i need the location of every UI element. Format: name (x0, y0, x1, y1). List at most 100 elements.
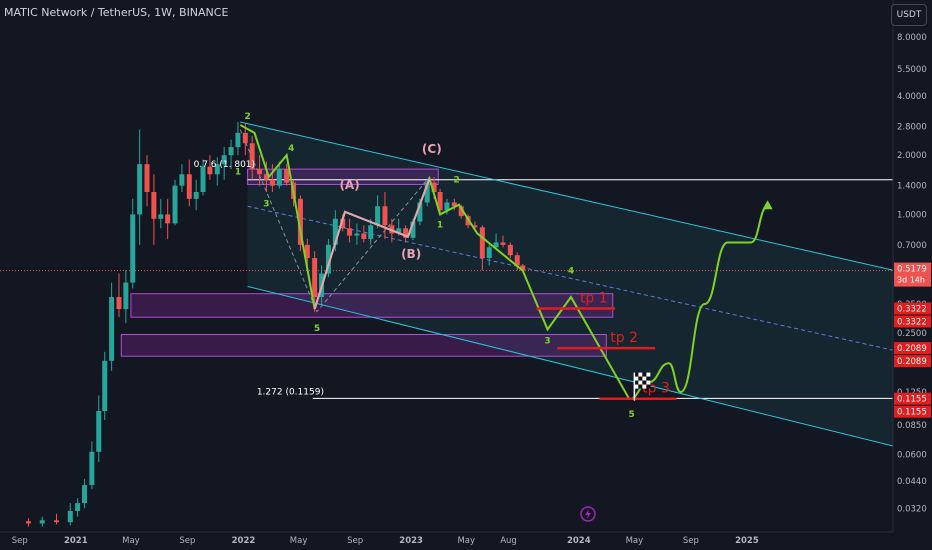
price-tag-value: 0.3322 (897, 304, 927, 314)
wave-label: 5 (314, 324, 320, 334)
wave-label: 1 (235, 167, 241, 177)
channel-line-1 (240, 121, 901, 273)
price-tag-value: 0.1155 (897, 408, 927, 418)
candle-body (137, 164, 143, 215)
price-tag (894, 342, 931, 355)
y-tick-label: 8.0000 (897, 33, 927, 43)
candle-body (458, 206, 464, 217)
candle-body (451, 202, 457, 207)
candle-body (249, 143, 255, 170)
x-tick-label: Sep (683, 536, 699, 546)
candle-countdown: 3d 14h (897, 276, 925, 285)
current-price-value: 0.5179 (897, 265, 927, 275)
time-axis[interactable] (0, 532, 932, 550)
candle-body (396, 228, 402, 234)
candle-body (257, 169, 263, 175)
fib-retracement-label: 0.7 6 (1. 801) (194, 160, 255, 170)
candle-body (242, 132, 248, 144)
candle-body (304, 244, 310, 259)
x-tick-label: May (290, 536, 308, 546)
y-tick-label: 4.0000 (897, 92, 927, 102)
candle-body (25, 521, 31, 524)
candle-body (207, 166, 213, 175)
candle-body (228, 147, 234, 156)
candle-body (486, 247, 492, 259)
candle-body (263, 174, 269, 180)
price-tag (894, 392, 931, 405)
wave-label: 4 (568, 267, 574, 277)
candle-body (297, 198, 303, 245)
candle-body (325, 244, 331, 274)
candle-body (382, 206, 388, 226)
y-tick-label: 2.8000 (897, 122, 927, 132)
wave-label: 1 (437, 220, 443, 230)
candle-body (269, 179, 275, 186)
candle-body (39, 520, 45, 524)
x-tick-label: May (626, 536, 644, 546)
price-tag-value: 0.2089 (897, 344, 927, 354)
candle-body (340, 218, 346, 229)
flag-square (634, 380, 639, 385)
x-tick-label: Sep (12, 536, 28, 546)
current-price-tag (894, 262, 931, 287)
abc-guide-line (239, 129, 430, 313)
flag-square (638, 372, 643, 377)
currency-unit-button[interactable]: USDT (891, 4, 927, 26)
y-tick-label: 0.7000 (897, 241, 927, 251)
candle-body (54, 520, 60, 523)
wave-label: (B) (401, 247, 421, 261)
candle-body (67, 510, 73, 523)
candle-body (75, 503, 81, 511)
wave-label: 3 (263, 199, 269, 209)
lightning-icon[interactable] (580, 506, 596, 522)
y-tick-label: 0.0600 (897, 451, 927, 461)
wave-label: 5 (628, 410, 634, 420)
candle-body (347, 228, 353, 236)
candle-body (472, 225, 478, 228)
y-tick-label: 1.0000 (897, 210, 927, 220)
candle-body (417, 202, 423, 222)
x-tick-label: 2024 (567, 536, 591, 546)
x-tick-label: Sep (179, 536, 195, 546)
candle-body (444, 202, 450, 211)
flag-square (634, 372, 639, 377)
candle-body (89, 451, 95, 486)
flag-square (638, 384, 643, 389)
candle-body (410, 221, 416, 238)
flag-square (642, 376, 647, 381)
candle-body (276, 169, 282, 186)
lightning-circle (580, 506, 596, 522)
y-tick-label: 0.0440 (897, 477, 927, 487)
price-tag (894, 355, 931, 368)
candle-body (424, 182, 430, 203)
lightning-bolt (585, 509, 591, 519)
flag-square (642, 372, 647, 377)
candle-body (221, 155, 227, 165)
supply-zone-3 (120, 333, 607, 357)
candle-body (332, 218, 338, 245)
candle-body (172, 185, 178, 224)
wave-label: 4 (288, 144, 294, 154)
candle-body (116, 297, 122, 310)
candle-body (354, 233, 360, 236)
x-tick-label: 2021 (64, 536, 88, 546)
candle-body (193, 191, 199, 199)
candle-body (375, 206, 381, 226)
flag-square (642, 384, 647, 389)
candle-body (437, 191, 443, 211)
wave-label: 2 (453, 176, 459, 186)
abc-correction-path (313, 178, 431, 310)
price-tag-value: 0.3322 (897, 317, 927, 327)
candle-body (144, 164, 150, 192)
flag-icon (633, 372, 651, 401)
wave-label: (A) (339, 178, 359, 192)
candle-body (214, 164, 220, 175)
candle-body (431, 182, 437, 192)
candle-body (493, 242, 499, 248)
x-tick-label: Aug (500, 536, 517, 546)
candle-body (96, 410, 102, 452)
flag-square (642, 380, 647, 385)
take-profit-label-1: tp 1 (580, 290, 608, 306)
